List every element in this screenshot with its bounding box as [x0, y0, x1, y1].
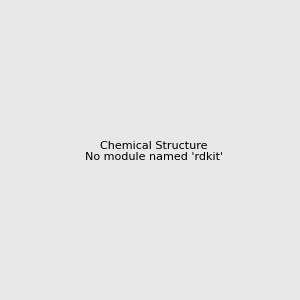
Text: Chemical Structure
No module named 'rdkit': Chemical Structure No module named 'rdki…	[85, 141, 223, 162]
